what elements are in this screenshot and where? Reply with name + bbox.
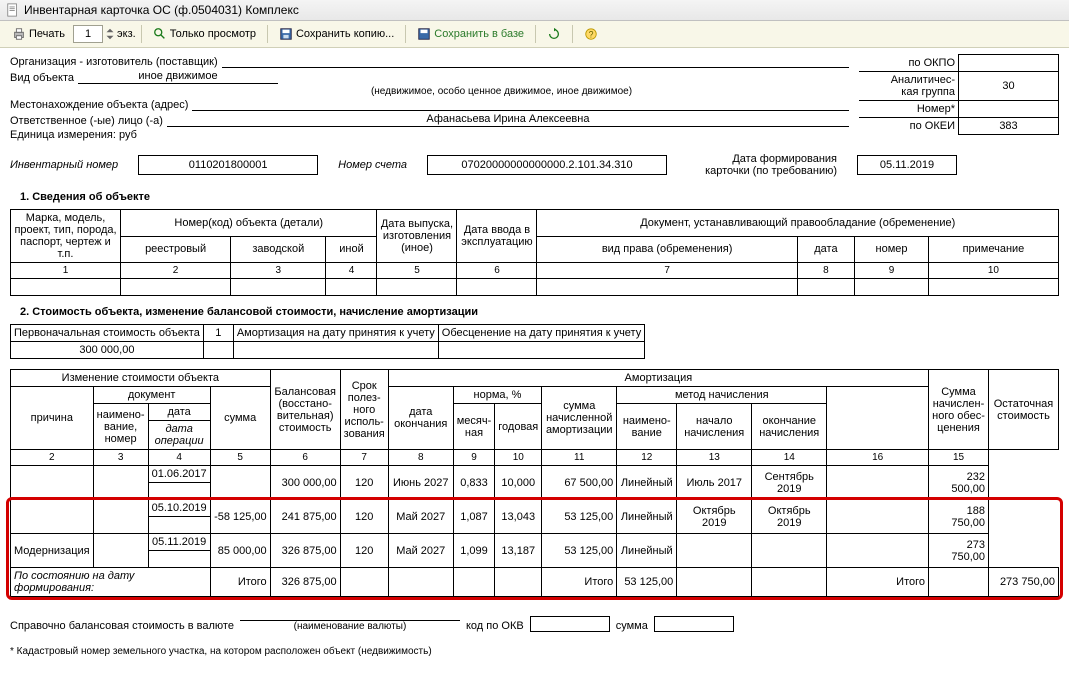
okv-label: код по ОКВ: [466, 620, 524, 632]
preview-button[interactable]: Только просмотр: [147, 24, 262, 44]
analytic-label: Аналитичес- кая группа: [859, 71, 959, 100]
object-type-value: иное движимое: [78, 70, 278, 84]
section2-title: 2. Стоимость объекта, изменение балансов…: [20, 306, 1059, 318]
okpo-label: по ОКПО: [859, 55, 959, 72]
manufacturer-label: Организация - изготовитель (поставщик): [10, 56, 218, 68]
s2-num-row: 2 3 4 5 6 7 8 9 10 11 12 13 14 16 15: [11, 450, 1059, 466]
s1-c2b: заводской: [231, 236, 326, 263]
window-title-bar: Инвентарная карточка ОС (ф.0504031) Комп…: [0, 0, 1069, 21]
table-row: 05.10.2019-58 125,00241 875,00120Май 202…: [11, 500, 1059, 517]
s1-c2g: Номер(код) объекта (детали): [121, 210, 377, 237]
section2-top-table: Первоначальная стоимость объекта 1 Аморт…: [10, 324, 645, 359]
s1-c7a: вид права (обременения): [537, 236, 797, 263]
section1-title: 1. Сведения об объекте: [20, 191, 1059, 203]
manufacturer-value: [222, 54, 849, 68]
s1-c7b: дата: [797, 236, 854, 263]
object-type-hint: (недвижимое, особо ценное движимое, иное…: [150, 86, 853, 97]
card-date-label: Дата формирования карточки (по требовани…: [687, 153, 837, 177]
responsible-value: Афанасьева Ирина Алексеевна: [167, 113, 849, 127]
okei-value: 383: [959, 117, 1059, 134]
s2-impair-label: Обесценение на дату принятия к учету: [438, 325, 644, 342]
doc-icon: [6, 3, 20, 17]
responsible-label: Ответственное (-ые) лицо (-а): [10, 115, 163, 127]
location-value: [192, 97, 849, 111]
inventory-row: Инвентарный номер 0110201800001 Номер сч…: [10, 153, 1059, 177]
s1-c7g: Документ, устанавливающий правообладание…: [537, 210, 1059, 237]
toolbar: Печать экз. Только просмотр Сохранить ко…: [0, 21, 1069, 48]
number-value: [959, 100, 1059, 117]
s2-amort-value: [233, 342, 438, 359]
save-icon: [279, 27, 293, 41]
analytic-value: 30: [959, 71, 1059, 100]
section1-table: Марка, модель, проект, тип, порода, пасп…: [10, 209, 1059, 296]
s1-c7d: примечание: [928, 236, 1058, 263]
object-type-label: Вид объекта: [10, 72, 74, 84]
s2-init-label: Первоначальная стоимость объекта: [11, 325, 204, 342]
svg-text:?: ?: [589, 30, 594, 40]
location-label: Местонахождение объекта (адрес): [10, 99, 188, 111]
document-content: Организация - изготовитель (поставщик) В…: [0, 48, 1069, 677]
currency-hint: (наименование валюты): [240, 621, 460, 632]
okei-label: по ОКЕИ: [859, 117, 959, 134]
table-row: 01.06.2017300 000,00120Июнь 20270,83310,…: [11, 466, 1059, 483]
s1-c6: Дата ввода в эксплуатацию: [457, 210, 537, 263]
number-label: Номер*: [859, 100, 959, 117]
print-button[interactable]: Печать: [6, 24, 71, 44]
help-icon: ?: [584, 27, 598, 41]
unit-label: Единица измерения: руб: [10, 129, 137, 141]
section2-main-table: Изменение стоимости объекта Балансовая (…: [10, 369, 1059, 597]
okpo-value: [959, 55, 1059, 72]
total-row: По состоянию на дату формирования:Итого3…: [11, 568, 1059, 597]
card-date-value: 05.11.2019: [857, 155, 957, 175]
spinner-icon[interactable]: [105, 27, 115, 41]
copies-input[interactable]: [73, 25, 103, 43]
zoom-icon: [153, 27, 167, 41]
sum-value: [654, 616, 734, 632]
save-copy-button[interactable]: Сохранить копию...: [273, 24, 400, 44]
s1-c2c: иной: [326, 236, 377, 263]
help-button[interactable]: ?: [578, 24, 604, 44]
inv-num-value: 0110201800001: [138, 155, 318, 175]
preview-label: Только просмотр: [170, 28, 256, 40]
s1-c1: Марка, модель, проект, тип, порода, пасп…: [11, 210, 121, 263]
save-db-icon: [417, 27, 431, 41]
table-row: Модернизация05.11.201985 000,00326 875,0…: [11, 534, 1059, 551]
okv-value: [530, 616, 610, 632]
print-icon: [12, 27, 26, 41]
inv-num-label: Инвентарный номер: [10, 159, 118, 171]
save-db-label: Сохранить в базе: [434, 28, 524, 40]
s2-one: 1: [203, 325, 233, 342]
s1-c7c: номер: [855, 236, 929, 263]
s2-impair-value: [438, 342, 644, 359]
account-label: Номер счета: [338, 159, 407, 171]
s2-amort-label: Амортизация на дату принятия к учету: [233, 325, 438, 342]
s1-c2a: реестровый: [121, 236, 231, 263]
s1-data-row: [11, 279, 1059, 296]
currency-row: Справочно балансовая стоимость в валюте …: [10, 607, 1059, 632]
s2-init-value: 300 000,00: [11, 342, 204, 359]
copies-suffix: экз.: [117, 28, 136, 40]
print-label: Печать: [29, 28, 65, 40]
refresh-button[interactable]: [541, 24, 567, 44]
window-title: Инвентарная карточка ОС (ф.0504031) Комп…: [24, 3, 299, 17]
s1-num-row: 1 2 3 4 5 6 7 8 9 10: [11, 263, 1059, 279]
sum-label: сумма: [616, 620, 648, 632]
save-copy-label: Сохранить копию...: [296, 28, 394, 40]
refresh-icon: [547, 27, 561, 41]
footnote: * Кадастровый номер земельного участка, …: [10, 646, 1059, 657]
currency-label: Справочно балансовая стоимость в валюте: [10, 620, 234, 632]
s1-c5: Дата выпуска, изготовления (иное): [377, 210, 457, 263]
save-db-button[interactable]: Сохранить в базе: [411, 24, 530, 44]
account-value: 07020000000000000.2.101.34.310: [427, 155, 667, 175]
